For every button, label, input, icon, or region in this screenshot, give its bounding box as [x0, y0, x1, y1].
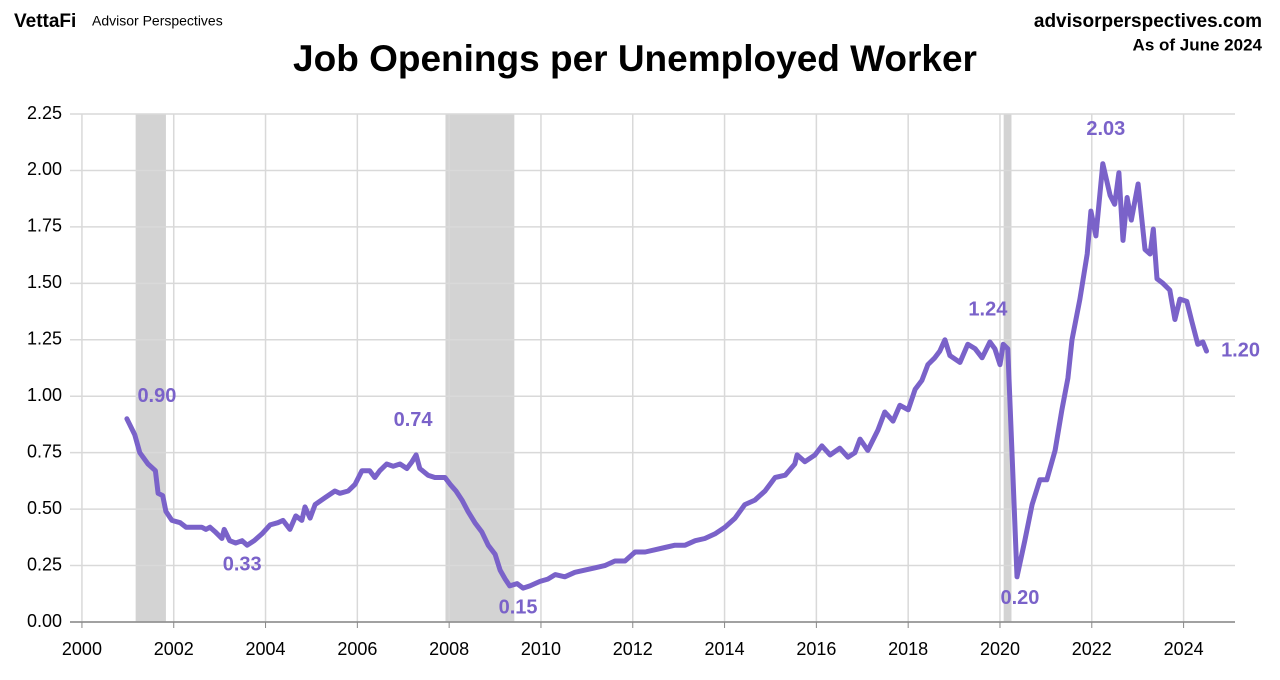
y-tick-label: 1.50: [27, 272, 62, 292]
annotation: 0.15: [499, 596, 538, 618]
x-tick-label: 2006: [337, 639, 377, 659]
x-tick-label: 2014: [705, 639, 745, 659]
x-tick-label: 2024: [1164, 639, 1204, 659]
site: advisorperspectives.com: [1034, 11, 1262, 32]
x-tick-label: 2002: [154, 639, 194, 659]
annotation: 0.33: [223, 554, 262, 576]
as-of: As of June 2024: [1133, 35, 1263, 54]
y-tick-label: 0.25: [27, 554, 62, 574]
x-tick-label: 2008: [429, 639, 469, 659]
recession-band: [445, 114, 515, 622]
annotation: 0.20: [1000, 587, 1039, 609]
y-tick-label: 0.75: [27, 441, 62, 461]
y-tick-label: 0.50: [27, 498, 62, 518]
data-line: [124, 161, 1209, 591]
x-tick-label: 2004: [246, 639, 286, 659]
x-tick-label: 2012: [613, 639, 653, 659]
annotation: 1.20: [1221, 339, 1260, 361]
y-tick-label: 2.00: [27, 159, 62, 179]
y-tick-label: 1.00: [27, 385, 62, 405]
brand-sub: Advisor Perspectives: [92, 13, 223, 29]
recession-band: [135, 114, 166, 622]
y-tick-label: 2.25: [27, 103, 62, 123]
annotation: 0.74: [394, 409, 434, 431]
y-tick-label: 0.00: [27, 611, 62, 631]
annotation: 2.03: [1086, 118, 1125, 140]
x-tick-label: 2000: [62, 639, 102, 659]
y-tick-label: 1.75: [27, 216, 62, 236]
x-tick-label: 2018: [888, 639, 928, 659]
y-tick-label: 1.25: [27, 329, 62, 349]
x-tick-label: 2022: [1072, 639, 1112, 659]
x-tick-label: 2010: [521, 639, 561, 659]
x-tick-label: 2016: [796, 639, 836, 659]
chart-title: Job Openings per Unemployed Worker: [293, 38, 977, 79]
brand-logo: VettaFi: [14, 11, 76, 32]
annotation: 0.90: [137, 385, 176, 407]
x-tick-label: 2020: [980, 639, 1020, 659]
annotation: 1.24: [968, 298, 1008, 320]
